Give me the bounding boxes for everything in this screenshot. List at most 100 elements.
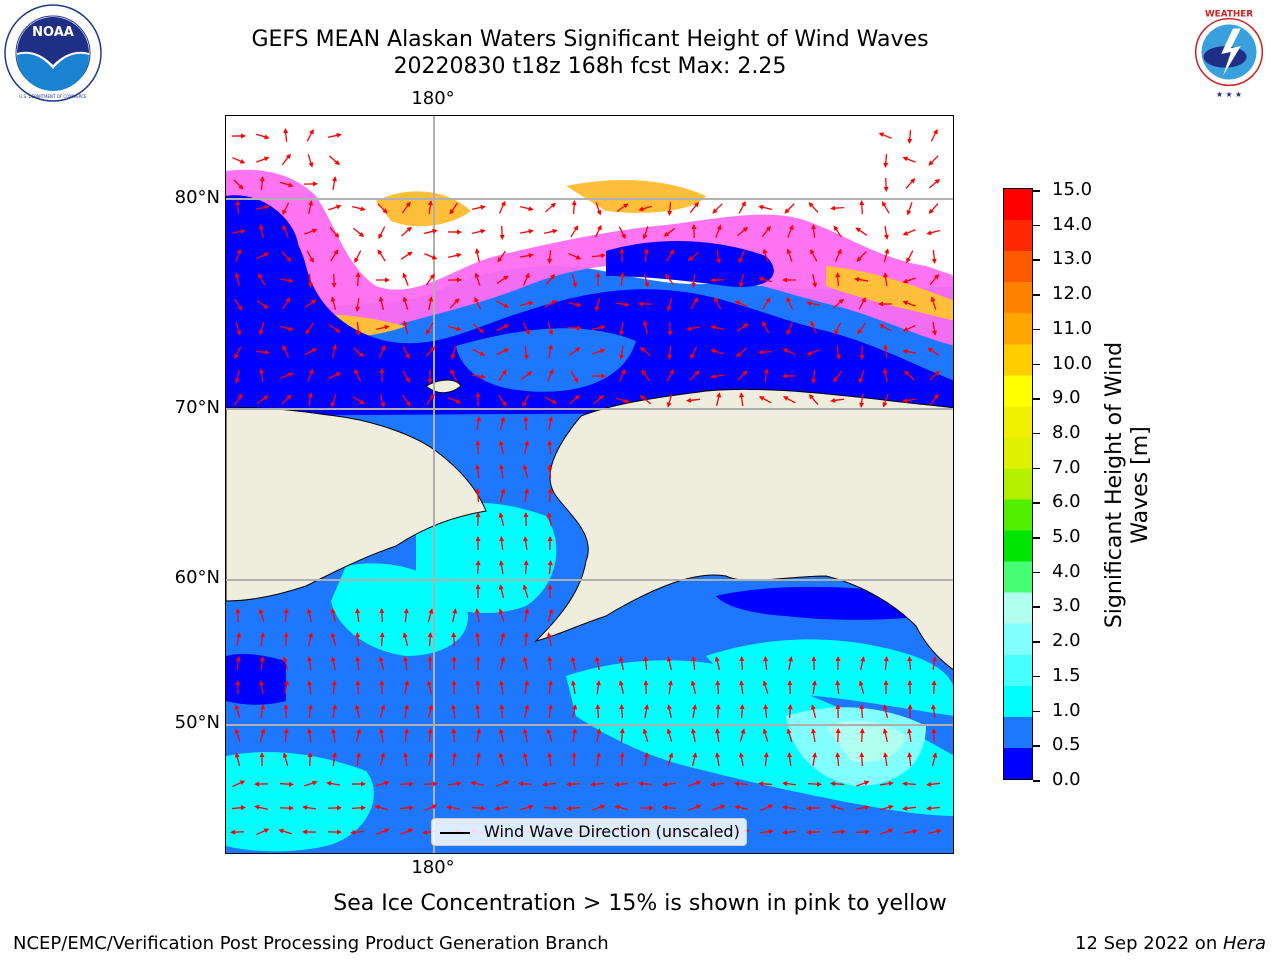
wind-arrow-head — [576, 302, 582, 308]
wind-arrow-head — [498, 608, 504, 614]
wind-arrow-head — [782, 781, 788, 787]
wind-arrow-head — [547, 488, 553, 494]
svg-text:★ ★ ★: ★ ★ ★ — [1216, 90, 1242, 99]
wind-arrow-head — [500, 488, 506, 494]
wind-arrow-head — [883, 272, 889, 278]
wind-arrow-head — [288, 182, 294, 188]
colorbar-tick-mark — [1033, 363, 1040, 366]
wind-arrow-head — [475, 752, 481, 758]
wind-arrow-head — [763, 704, 769, 710]
wind-arrow-head — [333, 249, 339, 255]
wind-arrow-head — [528, 253, 534, 258]
wind-arrow-head — [406, 226, 412, 232]
colorbar — [1003, 188, 1033, 780]
wind-arrow-head — [551, 300, 557, 305]
wind-arrow-head — [806, 829, 812, 835]
wind-arrow-head — [306, 608, 312, 614]
wind-arrow-head — [282, 344, 287, 351]
wind-arrow-head — [523, 560, 529, 566]
wind-arrow-head — [479, 351, 486, 356]
wind-arrow-head — [429, 393, 435, 399]
wind-arrow-head — [932, 330, 937, 336]
wind-arrow-head — [425, 329, 431, 335]
wind-arrow-head — [768, 829, 774, 835]
wind-arrow-head — [307, 752, 313, 758]
wind-arrow-head — [254, 804, 260, 810]
wind-arrow-head — [619, 330, 625, 336]
wind-arrow-head — [550, 273, 556, 280]
wind-arrow-head — [379, 608, 385, 614]
wind-arrow-head — [311, 228, 318, 234]
wind-arrow-head — [575, 254, 582, 260]
wind-arrow-head — [446, 805, 452, 811]
wind-arrow-head — [574, 394, 581, 400]
wind-arrow-head — [360, 805, 366, 811]
wind-arrow-head — [354, 368, 359, 375]
wind-arrow-head — [428, 704, 434, 710]
wind-arrow-head — [312, 780, 318, 786]
wind-arrow-head — [931, 258, 937, 264]
wind-arrow-head — [260, 704, 265, 710]
wind-arrow-head — [522, 752, 528, 758]
wind-arrow-head — [475, 512, 481, 518]
colorbar-tick-label: 2.0 — [1052, 630, 1081, 652]
wind-arrow-head — [926, 805, 932, 811]
wind-arrow-head — [690, 728, 696, 734]
wind-arrow-head — [451, 632, 457, 638]
wind-arrow-head — [902, 230, 909, 236]
wind-arrow-head — [546, 632, 552, 638]
wind-arrow-head — [259, 656, 265, 662]
wind-arrow-head — [570, 656, 576, 662]
wind-arrow-head — [498, 512, 504, 518]
wind-arrow-head — [738, 257, 744, 264]
wind-arrow-head — [788, 656, 794, 662]
wind-arrow-head — [696, 780, 702, 786]
wind-arrow-head — [422, 829, 428, 835]
lat-label-60n: 60°N — [174, 567, 220, 588]
wind-arrow-head — [522, 728, 528, 734]
wind-arrow-head — [666, 728, 672, 734]
wind-arrow-head — [263, 156, 270, 162]
wind-arrow-head — [715, 704, 721, 710]
wind-arrow-head — [930, 296, 936, 302]
wind-arrow-head — [428, 752, 434, 758]
colorbar-tick-label: 3.0 — [1052, 595, 1081, 617]
wind-arrow-head — [523, 512, 529, 518]
wind-arrow-head — [663, 231, 670, 237]
wind-arrow-head — [548, 344, 554, 350]
wind-arrow-head — [686, 326, 692, 332]
wind-arrow-head — [525, 329, 530, 336]
wind-arrow-head — [856, 256, 862, 262]
wind-arrow-head — [476, 728, 482, 734]
wind-arrow-head — [524, 440, 530, 446]
colorbar-tick-label: 13.0 — [1052, 248, 1093, 270]
wind-arrow-head — [691, 656, 697, 662]
wind-arrow-head — [379, 728, 385, 734]
wind-arrow-head — [355, 656, 361, 662]
wind-arrow-head — [264, 134, 270, 140]
colorbar-tick-mark — [1033, 190, 1040, 192]
wind-arrow-head — [528, 228, 534, 234]
wind-arrow-head — [311, 348, 318, 353]
wind-arrow-head — [883, 656, 889, 662]
wind-arrow-head — [887, 828, 894, 834]
wind-arrow-head — [382, 208, 388, 214]
wind-arrow-head — [494, 805, 500, 811]
wind-arrow-head — [854, 277, 860, 283]
wind-arrow-head — [904, 370, 910, 376]
sea-ice-pink — [226, 169, 953, 346]
wind-arrow-head — [782, 396, 789, 401]
wind-arrow-head — [710, 373, 716, 379]
wind-arrow-head — [835, 680, 841, 686]
wind-arrow-head — [551, 399, 557, 404]
wind-arrow-head — [427, 728, 433, 734]
colorbar-tick-mark — [1033, 467, 1040, 470]
wind-arrow-head — [710, 348, 716, 354]
wind-arrow-head — [618, 656, 624, 662]
wind-arrow-head — [912, 829, 918, 834]
wind-arrow-head — [454, 298, 460, 304]
wind-arrow-head — [786, 728, 792, 734]
wind-arrow-head — [302, 805, 308, 811]
wind-arrow-head — [374, 804, 380, 810]
wind-arrow-head — [763, 752, 769, 758]
